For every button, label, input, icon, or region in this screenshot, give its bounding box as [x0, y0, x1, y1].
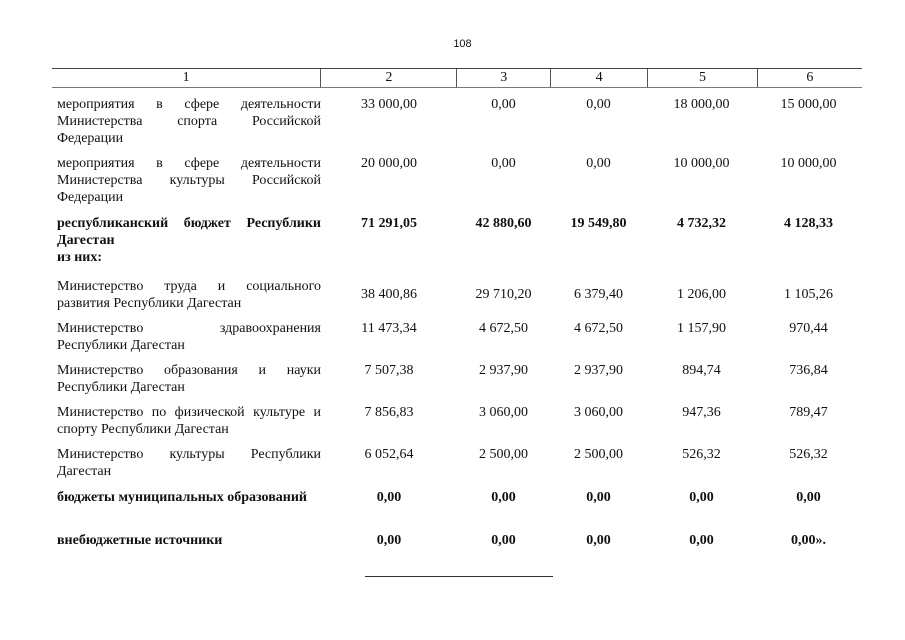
row-label: Министерство культуры Республики Дагеста… — [52, 446, 321, 480]
cell-col-5: 10 000,00 — [673, 156, 730, 171]
cell-col-5: 526,32 — [682, 447, 721, 462]
row-label: Министерство по физической культуре и сп… — [52, 404, 321, 438]
cell-col-3: 29 710,20 — [475, 287, 532, 302]
cell-col-6: 0,00 — [796, 490, 821, 505]
cell-col-5: 0,00 — [689, 490, 714, 505]
row-label-text: мероприятия в сфере деятельности Министе… — [57, 97, 321, 146]
cell-col-6: 0,00». — [791, 533, 826, 548]
row-label: Министерство образования и науки Республ… — [52, 362, 321, 396]
table-row: республиканский бюджет Республики Дагест… — [52, 215, 862, 266]
cell-col-2: 33 000,00 — [361, 97, 417, 112]
cell-col-3: 0,00 — [491, 156, 516, 171]
cell-col-6: 789,47 — [789, 405, 828, 420]
row-label: бюджеты муниципальных образований — [52, 489, 321, 506]
column-header: 2 — [320, 69, 456, 87]
column-header: 4 — [549, 69, 647, 87]
page-number: 108 — [453, 38, 472, 50]
row-label: мероприятия в сфере деятельности Министе… — [52, 155, 321, 206]
cell-col-4: 0,00 — [586, 97, 611, 112]
row-label: республиканский бюджет Республики Дагест… — [52, 215, 321, 266]
cell-col-5: 894,74 — [682, 363, 721, 378]
cell-col-4: 0,00 — [586, 490, 611, 505]
cell-col-4: 19 549,80 — [570, 216, 627, 231]
cell-col-4: 6 379,40 — [574, 287, 623, 302]
cell-col-2: 11 473,34 — [361, 321, 417, 336]
cell-col-4: 2 937,90 — [574, 363, 623, 378]
row-label-text: Министерство по физической культуре и сп… — [57, 405, 321, 437]
cell-col-5: 0,00 — [689, 533, 714, 548]
cell-col-6: 970,44 — [789, 321, 828, 336]
row-label-text: Министерство культуры Республики Дагеста… — [57, 447, 321, 479]
cell-col-3: 3 060,00 — [479, 405, 528, 420]
cell-col-2: 6 052,64 — [364, 447, 414, 462]
cell-col-3: 0,00 — [491, 97, 516, 112]
table-row: бюджеты муниципальных образований 0,00 0,0… — [52, 489, 862, 506]
table-row: мероприятия в сфере деятельности Министе… — [52, 96, 862, 147]
cell-col-3: 2 937,90 — [479, 363, 528, 378]
cell-col-6: 4 128,33 — [784, 216, 833, 231]
row-label-text: Министерство образования и науки Республ… — [57, 363, 321, 395]
column-header: 3 — [456, 69, 549, 87]
row-label-text: Министерство здравоохранения Республики … — [57, 321, 321, 353]
cell-col-2: 0,00 — [376, 490, 402, 505]
cell-col-5: 1 206,00 — [677, 287, 726, 302]
row-label: мероприятия в сфере деятельности Министе… — [52, 96, 321, 147]
row-label-text: внебюджетные источники — [57, 533, 223, 548]
table-row: внебюджетные источники 0,00 0,00 0,00 0,00 0,… — [52, 532, 862, 549]
table-row: Министерство труда и социального развити… — [52, 278, 862, 312]
row-label-text: мероприятия в сфере деятельности Министе… — [57, 156, 321, 205]
cell-col-2: 7 507,38 — [364, 363, 414, 378]
cell-col-4: 2 500,00 — [574, 447, 623, 462]
cell-col-5: 1 157,90 — [677, 321, 726, 336]
cell-col-6: 1 105,26 — [784, 287, 833, 302]
cell-col-5: 18 000,00 — [673, 97, 730, 112]
cell-col-6: 526,32 — [789, 447, 828, 462]
table-row: Министерство культуры Республики Дагеста… — [52, 446, 862, 480]
table-row: мероприятия в сфере деятельности Министе… — [52, 155, 862, 206]
cell-col-5: 947,36 — [682, 405, 721, 420]
row-sublabel: из них: — [57, 250, 102, 265]
cell-col-4: 4 672,50 — [574, 321, 623, 336]
row-label-text: республиканский бюджет Республики Дагест… — [57, 216, 321, 248]
table-row: Министерство здравоохранения Республики … — [52, 320, 862, 354]
cell-col-2: 38 400,86 — [361, 287, 417, 302]
column-header: 6 — [756, 69, 862, 87]
cell-col-6: 10 000,00 — [780, 156, 837, 171]
cell-col-4: 0,00 — [586, 156, 611, 171]
row-label: внебюджетные источники — [52, 532, 321, 549]
cell-col-3: 0,00 — [491, 490, 516, 505]
table-row: Министерство по физической культуре и сп… — [52, 404, 862, 438]
column-header: 1 — [182, 70, 190, 85]
table-row: Министерство образования и науки Республ… — [52, 362, 862, 396]
row-label-text: бюджеты муниципальных образований — [57, 490, 307, 505]
cell-col-3: 0,00 — [491, 533, 516, 548]
cell-col-2: 7 856,83 — [364, 405, 414, 420]
cell-col-3: 42 880,60 — [475, 216, 532, 231]
row-label-text: Министерство труда и социального развити… — [57, 279, 321, 311]
cell-col-2: 0,00 — [376, 533, 402, 548]
row-label: Министерство труда и социального развити… — [52, 278, 321, 312]
column-header: 5 — [647, 69, 756, 87]
cell-col-4: 3 060,00 — [574, 405, 623, 420]
cell-col-6: 15 000,00 — [780, 97, 837, 112]
table-header: 1 2 3 4 5 6 — [52, 68, 862, 88]
cell-col-5: 4 732,32 — [677, 216, 726, 231]
cell-col-6: 736,84 — [789, 363, 828, 378]
cell-col-3: 4 672,50 — [479, 321, 528, 336]
cell-col-2: 20 000,00 — [361, 156, 417, 171]
cell-col-2: 71 291,05 — [361, 216, 417, 231]
cell-col-4: 0,00 — [586, 533, 611, 548]
row-label: Министерство здравоохранения Республики … — [52, 320, 321, 354]
cell-col-3: 2 500,00 — [479, 447, 528, 462]
end-divider — [365, 576, 553, 577]
